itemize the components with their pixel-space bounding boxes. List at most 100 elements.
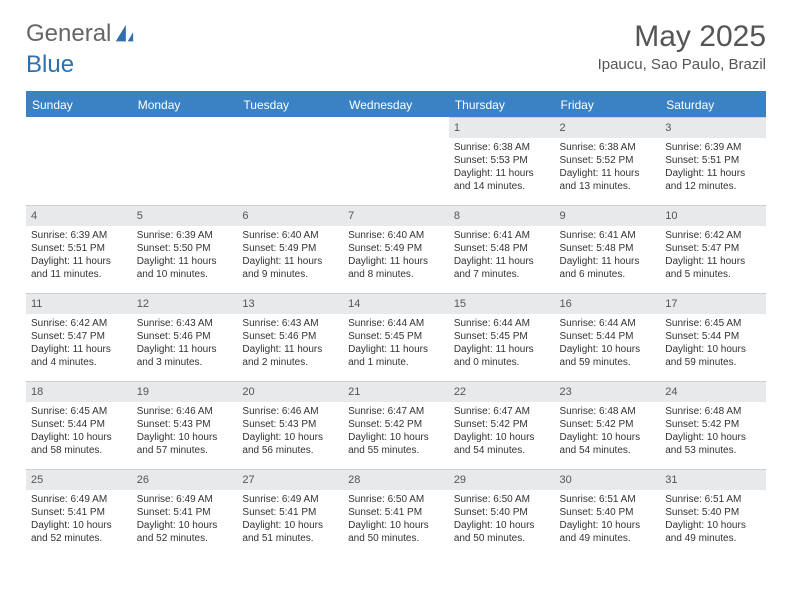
calendar-day-cell: 19Sunrise: 6:46 AMSunset: 5:43 PMDayligh…: [132, 381, 238, 469]
day-line: Daylight: 11 hours: [454, 167, 550, 180]
day-line: Daylight: 11 hours: [665, 255, 761, 268]
day-number: 3: [660, 117, 766, 138]
day-line: and 56 minutes.: [242, 444, 338, 457]
day-line: Sunrise: 6:45 AM: [665, 317, 761, 330]
day-line: and 12 minutes.: [665, 180, 761, 193]
day-details: Sunrise: 6:50 AMSunset: 5:41 PMDaylight:…: [343, 490, 449, 549]
weekday-header: Friday: [555, 93, 661, 117]
day-line: and 57 minutes.: [137, 444, 233, 457]
day-line: and 50 minutes.: [348, 532, 444, 545]
day-line: Sunrise: 6:47 AM: [348, 405, 444, 418]
day-number: 24: [660, 381, 766, 402]
day-line: Sunset: 5:45 PM: [454, 330, 550, 343]
calendar-page: General May 2025 Ipaucu, Sao Paulo, Braz…: [0, 0, 792, 567]
calendar-day-cell: 26Sunrise: 6:49 AMSunset: 5:41 PMDayligh…: [132, 469, 238, 557]
day-details: Sunrise: 6:39 AMSunset: 5:50 PMDaylight:…: [132, 226, 238, 285]
day-number: 10: [660, 205, 766, 226]
day-details: Sunrise: 6:38 AMSunset: 5:53 PMDaylight:…: [449, 138, 555, 197]
day-number: 1: [449, 117, 555, 138]
day-line: Sunset: 5:40 PM: [560, 506, 656, 519]
day-line: Sunset: 5:42 PM: [560, 418, 656, 431]
day-number: 20: [237, 381, 343, 402]
day-details: Sunrise: 6:44 AMSunset: 5:45 PMDaylight:…: [449, 314, 555, 373]
calendar-week-row: 25Sunrise: 6:49 AMSunset: 5:41 PMDayligh…: [26, 469, 766, 557]
day-number: 18: [26, 381, 132, 402]
day-number: 27: [237, 469, 343, 490]
calendar-day-cell: 21Sunrise: 6:47 AMSunset: 5:42 PMDayligh…: [343, 381, 449, 469]
day-line: Sunrise: 6:40 AM: [242, 229, 338, 242]
day-line: Daylight: 10 hours: [242, 519, 338, 532]
day-line: Sunrise: 6:44 AM: [560, 317, 656, 330]
day-line: Sunset: 5:46 PM: [137, 330, 233, 343]
day-number: 9: [555, 205, 661, 226]
day-details: Sunrise: 6:44 AMSunset: 5:44 PMDaylight:…: [555, 314, 661, 373]
day-details: Sunrise: 6:40 AMSunset: 5:49 PMDaylight:…: [343, 226, 449, 285]
day-details: Sunrise: 6:46 AMSunset: 5:43 PMDaylight:…: [132, 402, 238, 461]
brand-right: Blue: [26, 51, 766, 79]
day-line: Daylight: 10 hours: [665, 519, 761, 532]
day-line: Sunset: 5:40 PM: [454, 506, 550, 519]
day-line: Sunset: 5:48 PM: [560, 242, 656, 255]
day-line: Daylight: 10 hours: [665, 431, 761, 444]
weekday-header: Monday: [132, 93, 238, 117]
day-details: Sunrise: 6:40 AMSunset: 5:49 PMDaylight:…: [237, 226, 343, 285]
day-line: Sunrise: 6:48 AM: [560, 405, 656, 418]
day-details: Sunrise: 6:43 AMSunset: 5:46 PMDaylight:…: [132, 314, 238, 373]
day-line: and 59 minutes.: [560, 356, 656, 369]
day-details: Sunrise: 6:39 AMSunset: 5:51 PMDaylight:…: [26, 226, 132, 285]
day-line: Sunset: 5:53 PM: [454, 154, 550, 167]
day-line: Sunset: 5:51 PM: [31, 242, 127, 255]
weekday-header: Sunday: [26, 93, 132, 117]
day-line: and 3 minutes.: [137, 356, 233, 369]
calendar-day-cell: 28Sunrise: 6:50 AMSunset: 5:41 PMDayligh…: [343, 469, 449, 557]
day-line: Sunrise: 6:40 AM: [348, 229, 444, 242]
calendar-week-row: 18Sunrise: 6:45 AMSunset: 5:44 PMDayligh…: [26, 381, 766, 469]
day-details: Sunrise: 6:49 AMSunset: 5:41 PMDaylight:…: [132, 490, 238, 549]
day-line: Sunset: 5:44 PM: [31, 418, 127, 431]
day-line: and 13 minutes.: [560, 180, 656, 193]
day-line: and 5 minutes.: [665, 268, 761, 281]
calendar-day-cell: 10Sunrise: 6:42 AMSunset: 5:47 PMDayligh…: [660, 205, 766, 293]
day-line: Daylight: 10 hours: [31, 431, 127, 444]
calendar-week-row: 4Sunrise: 6:39 AMSunset: 5:51 PMDaylight…: [26, 205, 766, 293]
day-number: 25: [26, 469, 132, 490]
day-number: 15: [449, 293, 555, 314]
day-number: 13: [237, 293, 343, 314]
day-line: and 0 minutes.: [454, 356, 550, 369]
day-line: Sunset: 5:42 PM: [348, 418, 444, 431]
day-details: Sunrise: 6:48 AMSunset: 5:42 PMDaylight:…: [555, 402, 661, 461]
calendar-day-cell: [237, 117, 343, 205]
day-number: 2: [555, 117, 661, 138]
day-line: and 51 minutes.: [242, 532, 338, 545]
calendar-day-cell: 27Sunrise: 6:49 AMSunset: 5:41 PMDayligh…: [237, 469, 343, 557]
day-line: Sunrise: 6:50 AM: [454, 493, 550, 506]
calendar-day-cell: 22Sunrise: 6:47 AMSunset: 5:42 PMDayligh…: [449, 381, 555, 469]
calendar-day-cell: 8Sunrise: 6:41 AMSunset: 5:48 PMDaylight…: [449, 205, 555, 293]
day-details: Sunrise: 6:44 AMSunset: 5:45 PMDaylight:…: [343, 314, 449, 373]
day-line: Daylight: 10 hours: [348, 519, 444, 532]
calendar-day-cell: 16Sunrise: 6:44 AMSunset: 5:44 PMDayligh…: [555, 293, 661, 381]
day-line: Daylight: 10 hours: [242, 431, 338, 444]
calendar-day-cell: 15Sunrise: 6:44 AMSunset: 5:45 PMDayligh…: [449, 293, 555, 381]
day-line: Sunrise: 6:42 AM: [665, 229, 761, 242]
day-line: Sunrise: 6:41 AM: [560, 229, 656, 242]
day-number: 21: [343, 381, 449, 402]
day-line: Sunset: 5:47 PM: [31, 330, 127, 343]
day-line: Sunset: 5:48 PM: [454, 242, 550, 255]
calendar-day-cell: 14Sunrise: 6:44 AMSunset: 5:45 PMDayligh…: [343, 293, 449, 381]
calendar-day-cell: 12Sunrise: 6:43 AMSunset: 5:46 PMDayligh…: [132, 293, 238, 381]
day-line: Daylight: 11 hours: [454, 255, 550, 268]
day-line: Daylight: 10 hours: [137, 519, 233, 532]
day-number: 19: [132, 381, 238, 402]
calendar-day-cell: [343, 117, 449, 205]
day-line: and 2 minutes.: [242, 356, 338, 369]
day-details: Sunrise: 6:42 AMSunset: 5:47 PMDaylight:…: [26, 314, 132, 373]
day-number: 29: [449, 469, 555, 490]
day-line: and 58 minutes.: [31, 444, 127, 457]
calendar-day-cell: [132, 117, 238, 205]
day-line: Sunset: 5:43 PM: [242, 418, 338, 431]
calendar-week-row: 1Sunrise: 6:38 AMSunset: 5:53 PMDaylight…: [26, 117, 766, 205]
day-line: Daylight: 11 hours: [31, 343, 127, 356]
day-line: Daylight: 11 hours: [137, 255, 233, 268]
day-number: 23: [555, 381, 661, 402]
